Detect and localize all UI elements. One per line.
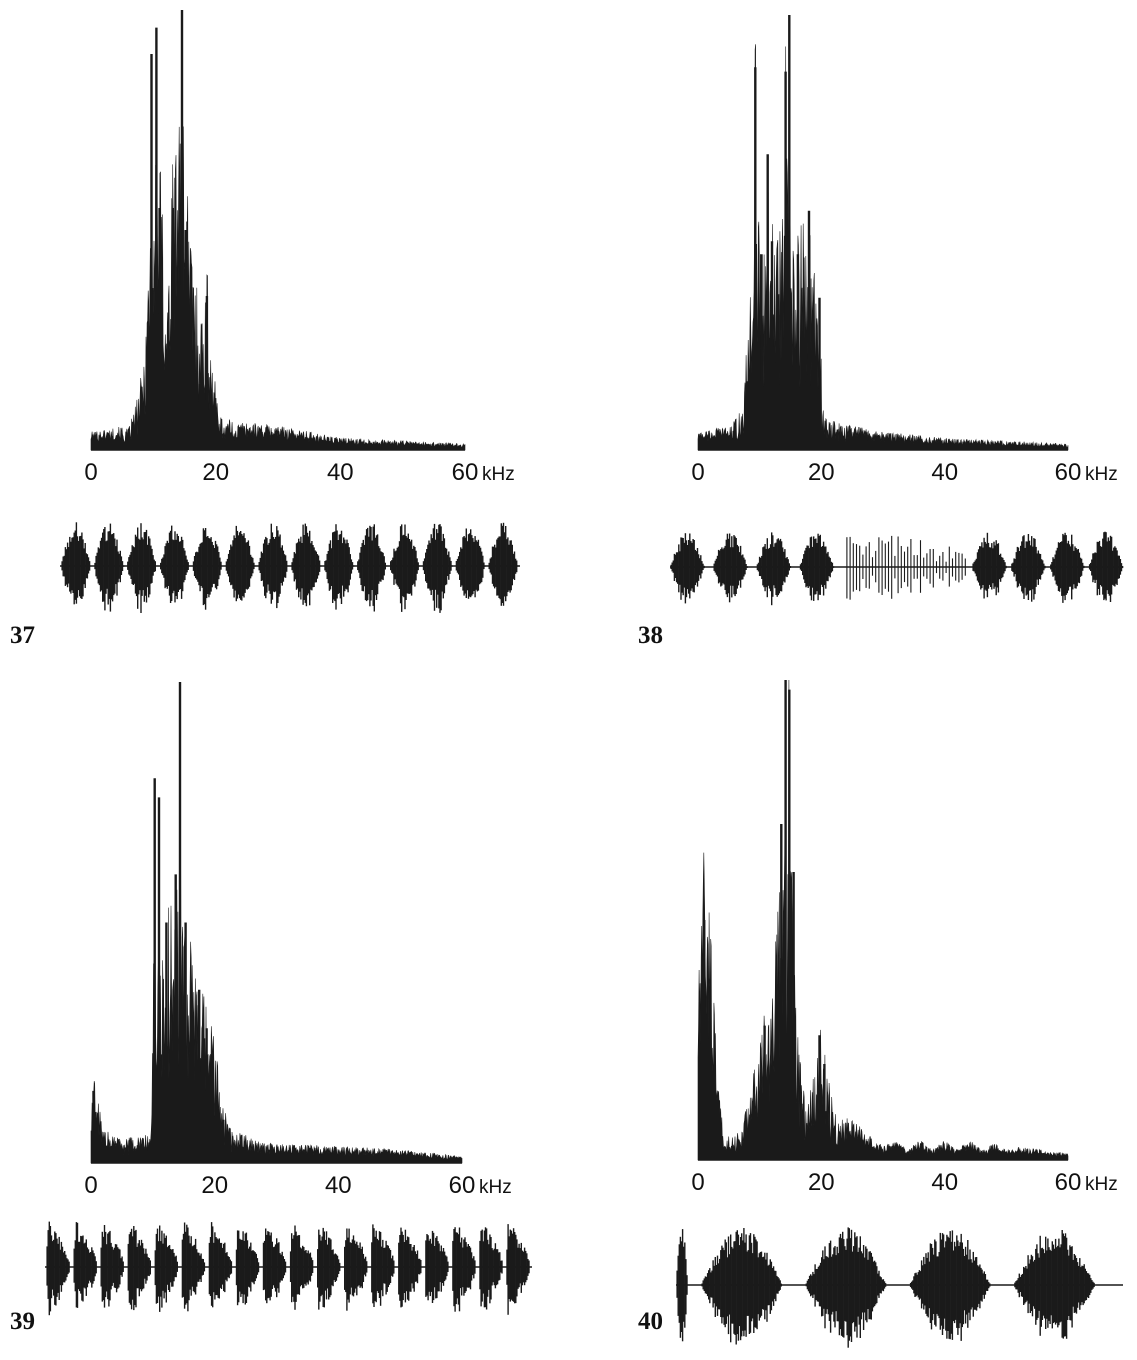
oscillogram-burst: [127, 1226, 152, 1311]
spectrum-area: [90, 768, 463, 1164]
oscillogram-38: [670, 531, 1124, 606]
oscillogram-40: [676, 1227, 1123, 1348]
oscillogram-burst: [479, 1227, 503, 1310]
x-tick-label: 20: [808, 1169, 835, 1196]
x-tick-label: 60: [452, 459, 479, 486]
x-tick-label: 60: [1055, 459, 1082, 486]
oscillogram-burst: [488, 522, 519, 606]
oscillogram-burst: [452, 1227, 476, 1312]
x-tick-label: 20: [202, 459, 229, 486]
oscillogram-burst: [425, 1230, 449, 1303]
oscillogram-burst: [46, 1221, 70, 1316]
oscillogram-burst: [398, 1227, 422, 1308]
oscillogram-burst: [846, 535, 966, 600]
oscillogram-burst: [1014, 1230, 1095, 1339]
oscillogram-burst: [1088, 531, 1124, 602]
x-tick-label: 40: [931, 1169, 958, 1196]
panel-39: 0 20 40 60 kHz 39: [0, 680, 568, 1360]
oscillogram-burst: [713, 533, 748, 603]
oscillogram-burst: [357, 524, 388, 612]
panel-38: 0 20 40 60 kHz 38: [568, 0, 1136, 680]
oscillogram-burst: [805, 1227, 887, 1348]
oscillogram-burst: [1011, 534, 1046, 602]
oscillogram-burst: [208, 1222, 233, 1308]
oscillogram-burst: [506, 1224, 530, 1315]
x-tick-label: 0: [84, 1172, 97, 1199]
x-unit-label: kHz: [482, 464, 515, 485]
figure-number-37: 37: [10, 622, 35, 649]
oscillogram-burst: [909, 1230, 991, 1341]
oscillogram-burst: [317, 1227, 341, 1310]
x-tick-label: 60: [1055, 1169, 1082, 1196]
x-tick-label: 0: [691, 459, 704, 486]
figure-number-38: 38: [638, 622, 663, 649]
oscillogram-burst: [344, 1228, 368, 1311]
oscillogram-burst: [701, 1228, 783, 1345]
oscillogram-burst: [61, 522, 92, 605]
oscillogram-burst: [676, 1229, 688, 1342]
oscillogram-burst: [799, 533, 835, 601]
oscillogram-39: [45, 1221, 532, 1316]
oscillogram-burst: [159, 525, 191, 603]
spectrum-area: [697, 14, 1069, 451]
oscillogram-burst: [258, 523, 289, 609]
x-tick-label: 40: [327, 459, 354, 486]
x-unit-label: kHz: [1085, 1174, 1118, 1195]
x-tick-label: 20: [808, 459, 835, 486]
oscillogram-burst: [181, 1222, 206, 1312]
x-tick-label: 60: [449, 1172, 476, 1199]
oscillogram-burst: [100, 1225, 124, 1308]
oscillogram-burst: [390, 524, 420, 612]
oscillogram-37: [60, 522, 520, 613]
spectrum-area: [90, 104, 466, 451]
oscillogram-burst: [94, 523, 125, 612]
oscillogram-burst: [225, 525, 256, 602]
oscillogram-burst: [972, 532, 1007, 599]
oscillogram-burst: [1050, 532, 1085, 603]
figure-number-40: 40: [638, 1308, 663, 1335]
oscillogram-burst: [371, 1224, 395, 1307]
x-unit-label: kHz: [479, 1177, 512, 1198]
figure-number-39: 39: [10, 1308, 35, 1335]
oscillogram-burst: [670, 533, 705, 604]
oscillogram-burst: [422, 523, 453, 613]
oscillogram-burst: [192, 528, 223, 610]
oscillogram-burst: [262, 1228, 287, 1304]
x-tick-label: 40: [931, 459, 958, 486]
oscillogram-burst: [756, 532, 792, 606]
oscillogram-burst: [73, 1222, 97, 1308]
spectrum-chart-38: 0 20 40 60 kHz: [691, 14, 1118, 486]
panel-40: 0 20 40 60 kHz 40: [568, 679, 1136, 1360]
x-tick-label: 0: [84, 459, 97, 486]
oscillogram-burst: [235, 1230, 260, 1306]
spectrum-area: [697, 679, 1069, 1161]
x-tick-label: 20: [201, 1172, 228, 1199]
oscillogram-burst: [324, 524, 355, 610]
oscillogram-burst: [455, 528, 486, 599]
panel-37: 0 20 40 60 kHz 37: [0, 0, 568, 680]
spectrum-chart-37: 0 20 40 60 kHz: [84, 10, 515, 486]
x-tick-label: 0: [691, 1169, 704, 1196]
x-unit-label: kHz: [1085, 464, 1118, 485]
x-tick-label: 40: [325, 1172, 352, 1199]
oscillogram-burst: [289, 1225, 314, 1310]
oscillogram-burst: [291, 523, 322, 607]
spectrum-chart-40: 0 20 40 60 kHz: [691, 679, 1118, 1196]
oscillogram-burst: [127, 523, 158, 613]
spectrum-chart-39: 0 20 40 60 kHz: [84, 682, 512, 1199]
oscillogram-burst: [154, 1225, 179, 1312]
